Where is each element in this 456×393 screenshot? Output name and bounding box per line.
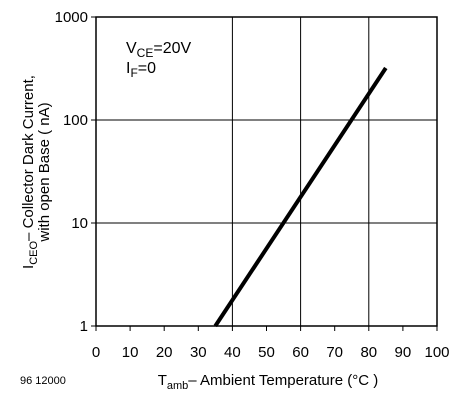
y-axis-label: ICEO– Collector Dark Current, with open … bbox=[20, 75, 53, 269]
x-tick-label-70: 70 bbox=[326, 344, 343, 361]
y-tick-label-1000: 1000 bbox=[55, 9, 88, 26]
x-tick-label-10: 10 bbox=[122, 344, 139, 361]
x-tick-label-40: 40 bbox=[224, 344, 241, 361]
figure-id: 96 12000 bbox=[20, 375, 66, 387]
x-tick-label-20: 20 bbox=[156, 344, 173, 361]
x-tick-label-100: 100 bbox=[424, 344, 449, 361]
annotation-if: IF=0 bbox=[126, 60, 156, 80]
x-tick-label-80: 80 bbox=[360, 344, 377, 361]
y-tick-label-10: 10 bbox=[71, 215, 88, 232]
y-tick-label-100: 100 bbox=[63, 112, 88, 129]
x-tick-label-30: 30 bbox=[190, 344, 207, 361]
x-tick-label-50: 50 bbox=[258, 344, 275, 361]
x-axis-label: Tamb– Ambient Temperature (°C ) bbox=[158, 372, 379, 392]
annotation-vce: VCE=20V bbox=[126, 40, 191, 60]
y-axis-label-line1: ICEO– Collector Dark Current, bbox=[20, 75, 40, 269]
x-tick-label-0: 0 bbox=[92, 344, 100, 361]
x-tick-labels: 0 10 20 30 40 50 60 70 80 90 100 bbox=[92, 344, 450, 361]
x-tick-label-60: 60 bbox=[292, 344, 309, 361]
series-layer bbox=[213, 66, 388, 328]
y-tick-label-1: 1 bbox=[80, 318, 88, 335]
x-tick-label-90: 90 bbox=[395, 344, 412, 361]
series-line-0 bbox=[213, 66, 388, 328]
y-tick-labels: 1 10 100 1000 bbox=[55, 9, 88, 335]
y-axis-label-line2: with open Base ( nA) bbox=[36, 102, 53, 242]
tick-marks bbox=[91, 16, 438, 331]
grid-lines bbox=[96, 17, 437, 326]
